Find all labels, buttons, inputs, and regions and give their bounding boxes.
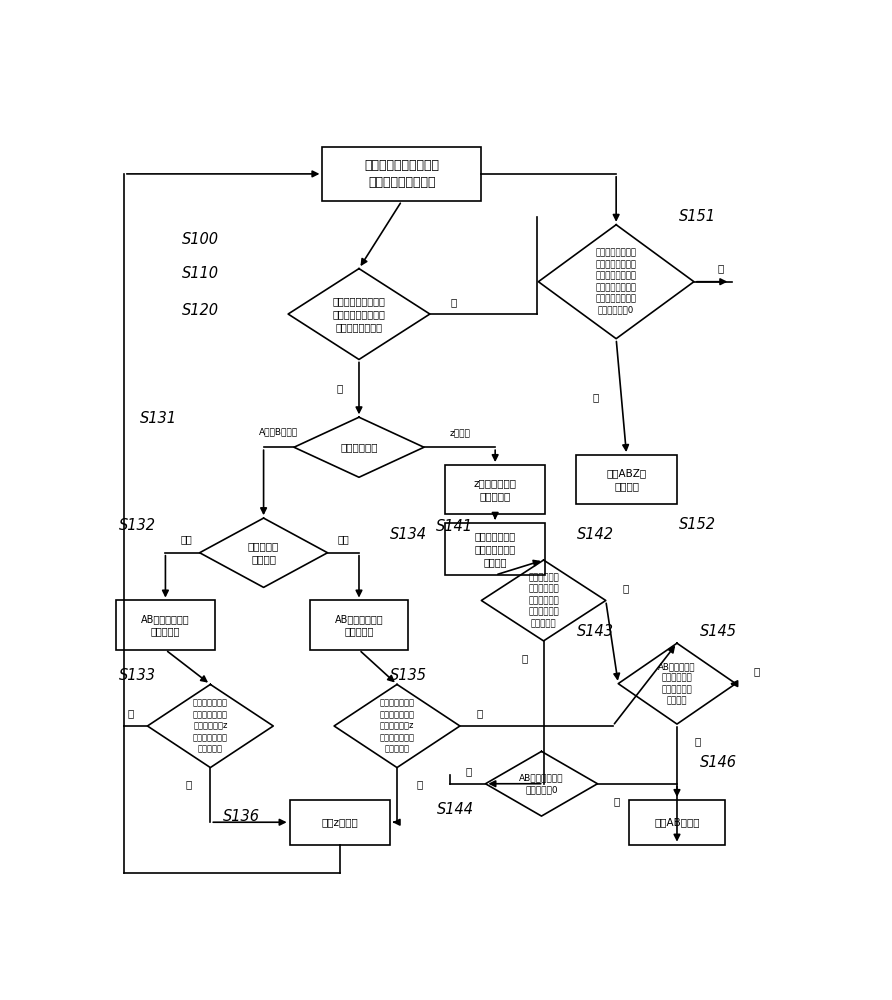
Text: AB相脉冲计数器
变化是否为0: AB相脉冲计数器 变化是否为0 (519, 774, 564, 794)
Text: 判断计数器累计
递增达编码器分
辨率四倍时，z
相脉冲计数是否
大于等于一: 判断计数器累计 递增达编码器分 辨率四倍时，z 相脉冲计数是否 大于等于一 (379, 699, 415, 753)
Text: 否: 否 (416, 780, 422, 790)
Text: 电机输出功率达到
预设值，累计时间
达到预设值，且电
机未发生堵转，判
断增量式编码器所
测转速是否为0: 电机输出功率达到 预设值，累计时间 达到预设值，且电 机未发生堵转，判 断增量式… (596, 249, 637, 315)
Text: S132: S132 (120, 518, 156, 533)
Polygon shape (482, 560, 606, 641)
Text: S144: S144 (437, 802, 475, 817)
Text: 正转: 正转 (337, 534, 349, 544)
Text: 是: 是 (592, 392, 599, 402)
Polygon shape (539, 225, 694, 339)
Text: 获取当前编码器
的转动方向，并
进行保存: 获取当前编码器 的转动方向，并 进行保存 (475, 531, 516, 567)
Polygon shape (618, 643, 736, 724)
FancyBboxPatch shape (445, 523, 545, 575)
Polygon shape (334, 684, 460, 768)
Text: 提示z相故障: 提示z相故障 (321, 817, 358, 827)
Text: 判断计数器累计
递减达编码器分
辨率四倍时，z
相脉冲计数是否
大于等于一: 判断计数器累计 递减达编码器分 辨率四倍时，z 相脉冲计数是否 大于等于一 (193, 699, 227, 753)
Text: S133: S133 (120, 668, 156, 683)
Text: 是: 是 (336, 383, 343, 393)
Text: z相脉冲计数器
计数值加一: z相脉冲计数器 计数值加一 (474, 478, 516, 501)
FancyBboxPatch shape (322, 147, 482, 201)
Text: 否: 否 (451, 297, 458, 307)
Text: S135: S135 (391, 668, 427, 683)
Text: z相信号: z相信号 (450, 429, 470, 438)
Polygon shape (200, 518, 327, 587)
FancyBboxPatch shape (629, 800, 724, 845)
Text: S134: S134 (391, 527, 427, 542)
Text: 反转: 反转 (180, 534, 192, 544)
Text: 判断信号类型: 判断信号类型 (340, 442, 377, 452)
Polygon shape (485, 751, 598, 816)
Text: 采集增量式编码器的
电脉冲信号，判断是
否有脉冲信号触发: 采集增量式编码器的 电脉冲信号，判断是 否有脉冲信号触发 (333, 296, 385, 332)
Text: 否: 否 (717, 263, 723, 273)
Text: S146: S146 (700, 755, 737, 770)
Text: 是: 是 (476, 709, 483, 719)
Text: S110: S110 (181, 266, 219, 282)
Text: 是: 是 (127, 709, 133, 719)
Text: S131: S131 (140, 411, 177, 426)
Text: S151: S151 (679, 209, 716, 224)
Text: 提示ABZ相
全部故障: 提示ABZ相 全部故障 (607, 468, 647, 491)
Text: 否: 否 (521, 653, 527, 663)
FancyBboxPatch shape (116, 600, 214, 650)
Text: 否: 否 (695, 736, 701, 746)
Text: S142: S142 (577, 527, 614, 542)
Polygon shape (147, 684, 273, 768)
Text: 是: 是 (754, 666, 760, 676)
FancyBboxPatch shape (576, 455, 677, 504)
Text: S100: S100 (181, 232, 219, 247)
Text: AB相脉冲计数器
计数值加一: AB相脉冲计数器 计数值加一 (334, 614, 384, 637)
Text: S120: S120 (181, 303, 219, 318)
Text: 判断编码器
转动方向: 判断编码器 转动方向 (248, 541, 279, 564)
Text: 提示AB相故障: 提示AB相故障 (654, 817, 699, 827)
FancyBboxPatch shape (445, 465, 545, 514)
Text: 是: 是 (622, 583, 628, 593)
Text: 是: 是 (465, 766, 471, 776)
Text: S143: S143 (577, 624, 614, 639)
Text: 否: 否 (614, 796, 620, 806)
Text: A相或B相信号: A相或B相信号 (260, 427, 298, 436)
Text: 控制器控制电机转动，
电机带动编码器旋转: 控制器控制电机转动， 电机带动编码器旋转 (364, 159, 440, 189)
Text: AB相脉冲计数
器变化量是否
为编码器分辨
率的四倍: AB相脉冲计数 器变化量是否 为编码器分辨 率的四倍 (658, 662, 696, 705)
FancyBboxPatch shape (310, 600, 408, 650)
Polygon shape (288, 269, 430, 359)
Text: S152: S152 (679, 517, 716, 532)
Text: S145: S145 (700, 624, 737, 639)
Text: AB相脉冲计数器
计数值减一: AB相脉冲计数器 计数值减一 (141, 614, 190, 637)
Text: S136: S136 (223, 809, 260, 824)
Text: 判断本次脉冲
触发时转向与
上次脉冲触发
编码器转动方
向是否相同: 判断本次脉冲 触发时转向与 上次脉冲触发 编码器转动方 向是否相同 (528, 573, 559, 628)
Polygon shape (294, 417, 424, 477)
Text: S141: S141 (436, 519, 473, 534)
FancyBboxPatch shape (290, 800, 390, 845)
Text: 否: 否 (186, 780, 192, 790)
